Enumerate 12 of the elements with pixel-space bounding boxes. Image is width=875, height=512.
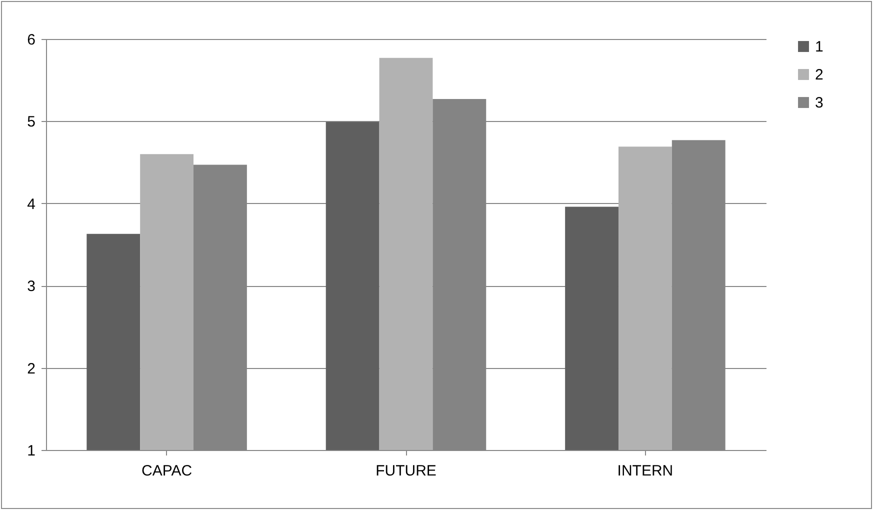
y-tick-label: 1 (27, 442, 36, 460)
y-tick-label: 3 (27, 278, 36, 296)
legend-label: 3 (815, 94, 824, 112)
y-tick-label: 6 (27, 32, 36, 48)
x-tick-label: CAPAC (142, 462, 192, 480)
legend-label: 1 (815, 38, 824, 56)
legend-label: 2 (815, 66, 824, 84)
x-tick-label: INTERN (617, 462, 674, 480)
x-tick-label: FUTURE (376, 462, 436, 480)
y-tick-label: 2 (27, 360, 36, 378)
y-tick-label: 5 (27, 114, 36, 131)
y-tick-label: 4 (27, 196, 36, 213)
